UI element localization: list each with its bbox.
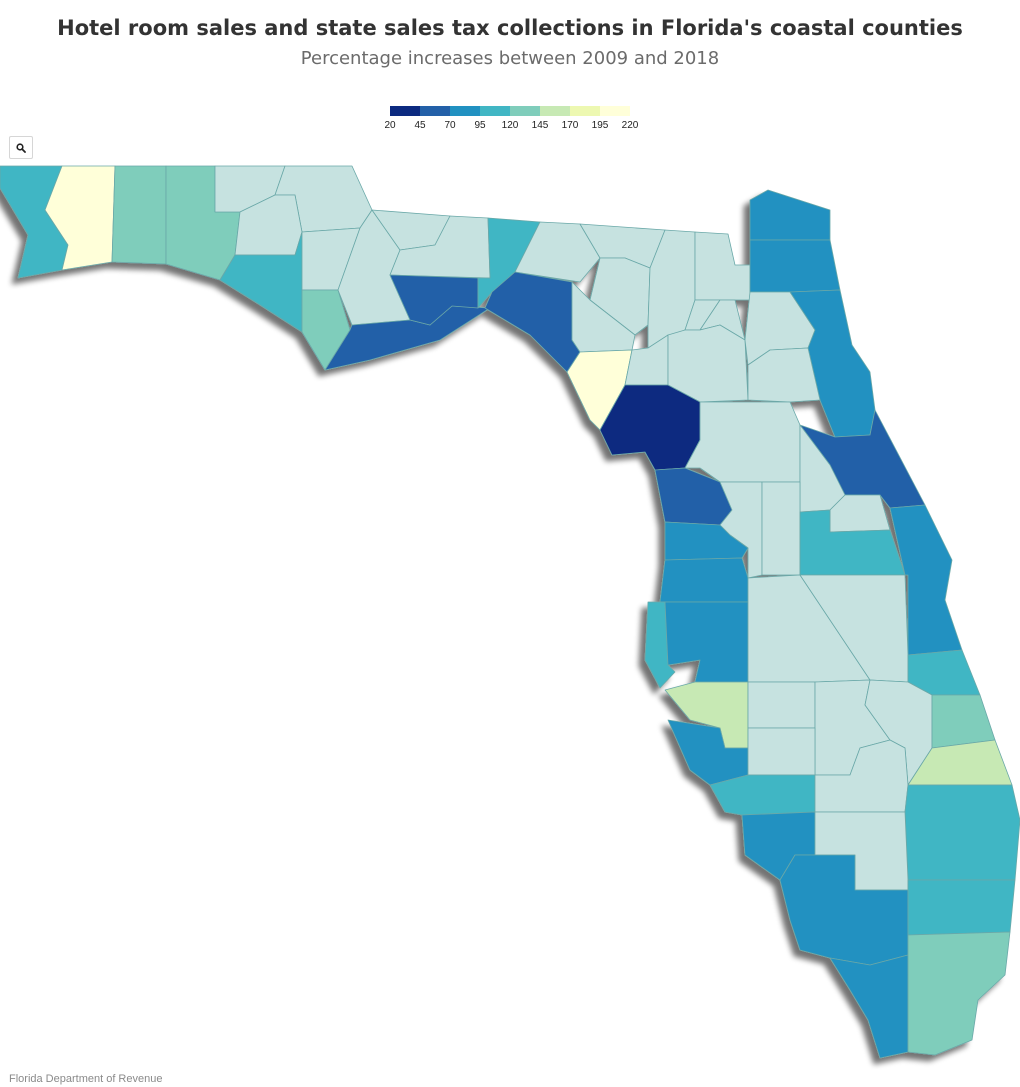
legend-swatch bbox=[570, 106, 600, 116]
county-miami-dade[interactable] bbox=[907, 931, 1011, 1056]
legend-tick-label: 145 bbox=[531, 120, 549, 131]
legend-swatch bbox=[540, 106, 570, 116]
legend-swatch bbox=[510, 106, 540, 116]
color-legend: 20 45 70 95 120 145 170 195 220 bbox=[375, 106, 645, 136]
legend-tick-label: 45 bbox=[414, 120, 426, 131]
legend-tick-label: 70 bbox=[444, 120, 456, 131]
legend-tick-label: 20 bbox=[384, 120, 396, 131]
legend-swatch bbox=[390, 106, 420, 116]
legend-swatch bbox=[420, 106, 450, 116]
source-credit: Florida Department of Revenue bbox=[9, 1073, 163, 1085]
county-marion bbox=[684, 401, 801, 483]
county-hardee bbox=[747, 681, 816, 729]
search-icon bbox=[16, 142, 26, 153]
map-subtitle: Percentage increases between 2009 and 20… bbox=[300, 48, 720, 69]
county-desoto bbox=[747, 727, 816, 776]
map-title: Hotel room sales and state sales tax col… bbox=[57, 16, 963, 40]
county-indian-river[interactable] bbox=[931, 694, 996, 749]
county-baker bbox=[694, 231, 751, 301]
legend-tick-label: 120 bbox=[501, 120, 519, 131]
county-duval[interactable] bbox=[749, 239, 841, 293]
legend-tick-label: 195 bbox=[591, 120, 609, 131]
county-taylor[interactable] bbox=[484, 271, 581, 373]
county-madison bbox=[514, 221, 601, 283]
legend-tick-label: 170 bbox=[561, 120, 579, 131]
county-broward[interactable] bbox=[907, 879, 1016, 936]
county-volusia bbox=[829, 494, 891, 533]
county-putnam bbox=[747, 347, 821, 403]
county-monroe[interactable] bbox=[829, 954, 909, 1059]
county-lake bbox=[761, 481, 801, 576]
county-pasco[interactable] bbox=[659, 557, 749, 603]
county-hillsborough[interactable] bbox=[664, 601, 749, 683]
county-martin-palm-beach[interactable] bbox=[904, 784, 1020, 881]
county-charlotte[interactable] bbox=[709, 774, 816, 816]
legend-swatch bbox=[600, 106, 630, 116]
legend-swatch bbox=[450, 106, 480, 116]
county-okaloosa[interactable] bbox=[111, 165, 167, 265]
legend-swatch bbox=[480, 106, 510, 116]
legend-tick-label: 220 bbox=[621, 120, 639, 131]
zoom-button[interactable] bbox=[9, 136, 33, 159]
legend-tick-label: 95 bbox=[474, 120, 486, 131]
county-nassau[interactable] bbox=[749, 189, 831, 241]
legend-swatches bbox=[390, 106, 630, 116]
county-alachua bbox=[667, 324, 749, 403]
